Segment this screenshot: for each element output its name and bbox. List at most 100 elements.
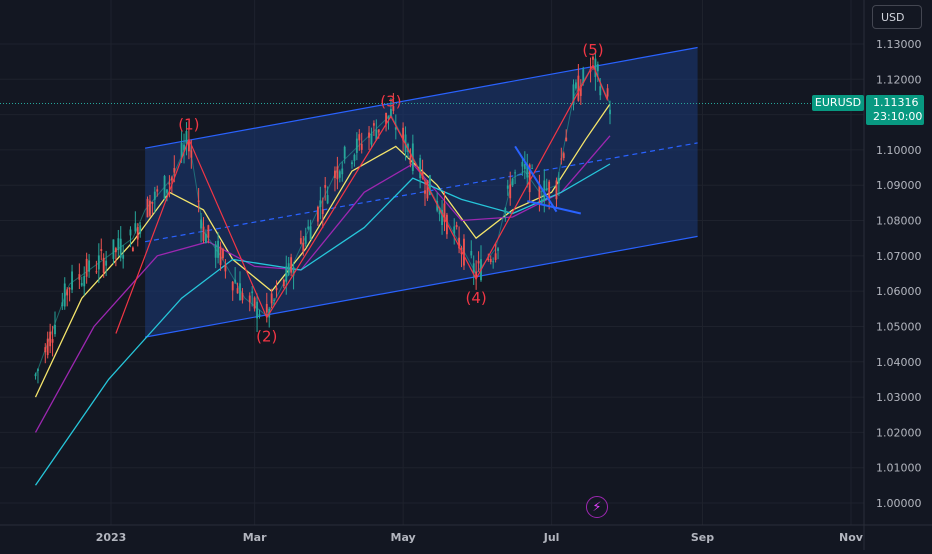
candle-body	[577, 75, 580, 101]
candle-body	[309, 226, 312, 240]
candle-body	[572, 84, 575, 105]
candle-body	[71, 271, 73, 290]
candle-body	[599, 86, 602, 96]
x-tick-label: May	[391, 531, 416, 544]
x-tick-label: Jul	[543, 531, 560, 544]
channel-lower-line	[144, 235, 698, 338]
candle-body	[424, 190, 426, 194]
candle-body	[197, 200, 200, 203]
y-tick-label: 1.10000	[876, 144, 922, 157]
wave-label: (1)	[178, 115, 199, 133]
candle-body	[224, 264, 227, 272]
candle-body	[582, 69, 585, 84]
candle-body	[426, 180, 429, 199]
triangle-pattern[interactable]	[514, 145, 582, 215]
candle-body	[441, 209, 443, 226]
candle-body	[200, 219, 202, 229]
wave-label: (5)	[582, 41, 603, 59]
time-axis[interactable]: 2023 Mar May Jul Sep Nov	[0, 524, 932, 544]
candle-body	[319, 200, 322, 208]
candle-body	[219, 246, 222, 265]
candle-body	[575, 82, 577, 89]
candle-body	[472, 263, 475, 274]
candle-body	[66, 289, 69, 296]
wave-zigzag	[115, 63, 609, 334]
candle-body	[594, 58, 597, 78]
candle-body	[80, 283, 83, 286]
candle-body	[95, 271, 98, 273]
candle-body	[343, 146, 346, 159]
candle-body	[217, 240, 220, 258]
candle-body	[239, 283, 241, 301]
elliott-wave-labels: (1) (2) (3) (4) (5)	[178, 41, 603, 345]
candle-body	[458, 237, 461, 249]
candle-body	[51, 339, 54, 343]
candle-body	[139, 225, 142, 234]
candle-body	[170, 177, 173, 181]
candle-body	[214, 244, 217, 258]
candle-body	[205, 233, 207, 244]
candle-body	[509, 184, 512, 199]
candle-body	[251, 291, 254, 294]
candle-body	[222, 248, 224, 259]
candle-body	[555, 180, 558, 200]
candle-body	[85, 258, 88, 277]
candle-body	[173, 168, 176, 173]
candle-body	[526, 164, 529, 178]
candle-body	[358, 134, 361, 141]
candle-body	[187, 141, 190, 152]
candle-body	[46, 338, 49, 356]
candle-body	[475, 271, 478, 280]
candle-body	[324, 185, 327, 188]
currency-label: USD	[881, 11, 905, 24]
candle-body	[443, 203, 446, 222]
moving-averages	[34, 103, 611, 486]
candle-body	[290, 257, 293, 273]
y-tick-label: 1.08000	[876, 215, 922, 228]
candle-body	[102, 257, 105, 273]
candle-body	[557, 177, 560, 184]
candle-body	[531, 168, 534, 170]
candle-body	[445, 214, 448, 235]
candle-body	[372, 123, 375, 126]
candle-body	[521, 162, 524, 167]
candle-body	[394, 127, 397, 130]
candle-body	[453, 226, 456, 234]
candle-body	[83, 275, 86, 287]
y-tick-label: 1.02000	[876, 426, 922, 439]
candle-body	[156, 189, 159, 192]
candle-body	[419, 158, 422, 179]
candle-body	[489, 258, 492, 263]
candle-body	[146, 198, 149, 218]
candle-body	[34, 374, 37, 377]
candle-body	[514, 172, 517, 174]
candle-body	[523, 163, 526, 169]
candle-body	[285, 266, 288, 282]
candle-body	[292, 267, 295, 276]
price-value: 1.11316	[873, 96, 919, 109]
candle-body	[100, 249, 103, 251]
candle-body	[151, 201, 154, 204]
candle-body	[265, 303, 268, 313]
candle-body	[129, 229, 132, 236]
candle-body	[258, 314, 261, 317]
candle-body	[185, 131, 188, 144]
y-tick-label: 1.07000	[876, 250, 922, 263]
price-axis[interactable]: 1.130001.120001.110001.100001.090001.080…	[863, 0, 922, 550]
triangle-upper-line	[514, 145, 558, 213]
candle-body	[149, 200, 151, 216]
currency-button[interactable]: USD	[872, 5, 922, 29]
candle-body	[114, 248, 117, 253]
candle-body	[119, 238, 122, 258]
price-badge: 1.11316 23:10:00	[866, 95, 924, 125]
lightning-icon[interactable]: ⚡	[586, 496, 608, 518]
candle-body	[409, 155, 412, 164]
candle-body	[504, 208, 507, 214]
candle-body	[387, 115, 390, 119]
candle-body	[341, 168, 344, 175]
moving-average-line	[34, 135, 611, 433]
elliott-wave-lines[interactable]	[115, 63, 609, 334]
regression-channel[interactable]	[144, 46, 698, 338]
